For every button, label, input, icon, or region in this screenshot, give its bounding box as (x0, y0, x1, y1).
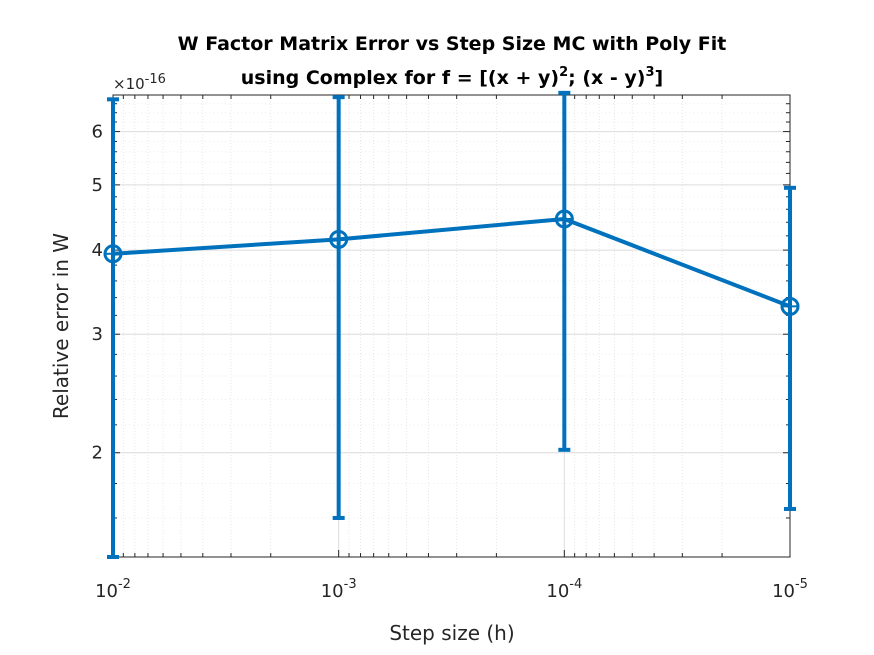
error-bar (332, 95, 345, 520)
y-tick-label: 3 (92, 324, 103, 345)
grid (113, 94, 791, 558)
data-point (780, 296, 800, 316)
y-tick-label: 4 (92, 240, 103, 261)
y-axis-multiplier: ×10-16 (113, 72, 166, 93)
x-tick-label: 10-5 (772, 577, 808, 602)
error-bar (784, 185, 796, 511)
x-tick-label: 10-3 (321, 577, 357, 602)
x-axis-label: Step size (h) (389, 621, 514, 645)
chart-title-line1: W Factor Matrix Error vs Step Size MC wi… (178, 33, 727, 55)
chart-title-line2: using Complex for f = [(x + y)2; (x - y)… (241, 65, 663, 89)
y-axis-label: Relative error in W (49, 233, 73, 419)
data-point (554, 209, 574, 229)
x-tick-label: 10-2 (95, 577, 131, 602)
error-bar (107, 97, 119, 559)
data-series (103, 90, 800, 559)
y-tick-label: 5 (92, 175, 103, 196)
y-tick-label: 2 (92, 443, 103, 464)
data-point (103, 244, 123, 264)
error-bar (558, 90, 571, 452)
series-line (112, 216, 791, 309)
data-point (329, 229, 349, 249)
y-tick-label: 6 (92, 122, 103, 143)
x-tick-label: 10-4 (546, 577, 582, 602)
